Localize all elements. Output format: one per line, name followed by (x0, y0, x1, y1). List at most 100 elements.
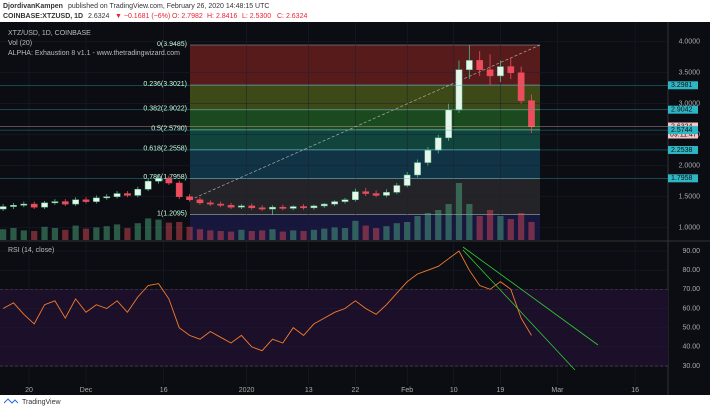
y-tick-label: 1.0000 (679, 224, 701, 231)
fib-zone (190, 214, 540, 240)
candle-body (258, 207, 266, 210)
volume-bar (507, 219, 514, 240)
y-tick-label: 3.5000 (679, 70, 701, 77)
candle-body (352, 191, 359, 200)
volume-bar (310, 229, 318, 240)
x-tick-label: 10 (450, 387, 458, 394)
fib-zone (190, 85, 540, 110)
volume-bar (82, 228, 90, 240)
x-tick-label: 13 (305, 387, 313, 394)
x-tick-label: 20 (25, 387, 33, 394)
price-badge (668, 105, 698, 114)
candle-body (217, 203, 225, 206)
candle-body (403, 174, 411, 186)
candle-body (320, 203, 328, 207)
candle-body (362, 191, 370, 194)
price-badge (668, 145, 698, 154)
candle-body (445, 109, 452, 139)
x-tick-label: Mar (551, 387, 564, 394)
y-tick-label: 70.00 (682, 286, 700, 293)
volume-bar (455, 183, 463, 240)
volume-bar (186, 226, 193, 240)
footer-brand[interactable]: TradingView (22, 399, 61, 406)
x-tick-label: Dec (80, 387, 93, 394)
candle-body (165, 177, 173, 184)
y-tick-label: 50.00 (682, 325, 700, 332)
volume-bar (414, 216, 421, 240)
candle-body (383, 192, 390, 196)
candle-body (289, 206, 297, 209)
volume-bar (269, 229, 276, 240)
price-badge (668, 81, 698, 90)
volume-bar (383, 226, 390, 240)
candle-body (455, 69, 463, 111)
candle-body (144, 180, 152, 190)
candle-body (41, 202, 48, 208)
author[interactable]: DjordivanKampen (3, 3, 63, 10)
volume-bar (528, 222, 535, 240)
trendline (189, 44, 541, 201)
price-badge (668, 174, 698, 183)
volume-bar (404, 222, 411, 240)
volume-bar (352, 220, 359, 240)
candle-body (476, 60, 484, 70)
fib-zone (190, 149, 540, 179)
volume-legend: Vol (20) (8, 40, 32, 47)
y-tick-label: 2.0000 (679, 163, 701, 170)
candle-body (134, 188, 142, 196)
volume-bar (238, 229, 245, 240)
fib-zone (190, 129, 540, 150)
candle-body (103, 196, 111, 199)
candle-body (486, 69, 494, 77)
x-tick-label: 16 (160, 387, 168, 394)
fib-label: 0(3.9485) (157, 41, 187, 48)
volume-bar (486, 210, 494, 240)
volume-bar (393, 223, 400, 240)
volume-bar (31, 231, 38, 240)
fib-zone (190, 45, 540, 86)
candle-body (465, 60, 473, 70)
volume-bar (476, 216, 483, 240)
candle-body (20, 203, 28, 206)
candle-body (92, 197, 100, 202)
indicator-legend: ALPHA: Exhaustion 8 v1.1 - www.thetradin… (8, 50, 180, 57)
plot: 0(3.9485) 0.236(3.3021) 0.382(2.9022) 0.5(2… (0, 22, 710, 395)
countdown: 09:11:47 (670, 131, 697, 138)
logo (3, 398, 19, 404)
candle-body (372, 193, 380, 196)
candle-body (310, 205, 318, 209)
volume-bar (0, 229, 7, 240)
fib-label: 0.236(3.3021) (143, 81, 187, 88)
y-tick-label: 60.00 (682, 305, 700, 312)
price-badge-text: 3.2981 (671, 82, 693, 89)
candle-body (507, 66, 515, 74)
fib-label: 0.5(2.5790) (151, 126, 187, 133)
volume-bar (196, 229, 204, 240)
candle-body (196, 199, 204, 204)
candle-body (10, 205, 17, 207)
volume-bar (93, 227, 100, 240)
volume-bar (321, 228, 328, 240)
y-tick-label: 80.00 (682, 267, 700, 274)
volume-bar (341, 228, 349, 240)
volume-bar (165, 222, 172, 240)
volume-bar (290, 230, 297, 240)
y-tick-label: 1.5000 (679, 193, 701, 200)
volume-bar (72, 225, 79, 240)
volume-bar (466, 204, 473, 240)
last-price: 2.6324 (88, 13, 110, 20)
candle-body (82, 199, 90, 202)
candle-body (0, 206, 7, 210)
candle-body (269, 206, 276, 210)
volume-bar (497, 216, 504, 240)
volume-bar (248, 231, 255, 240)
candle-body (175, 182, 183, 197)
volume-bar (217, 231, 224, 240)
volume-bar (424, 213, 432, 240)
volume-bar (113, 224, 121, 240)
ohlc: O: 2.7982 (172, 13, 203, 20)
candle-body (248, 205, 256, 209)
x-tick-label: 16 (631, 387, 639, 394)
rsi-line (2, 250, 532, 352)
